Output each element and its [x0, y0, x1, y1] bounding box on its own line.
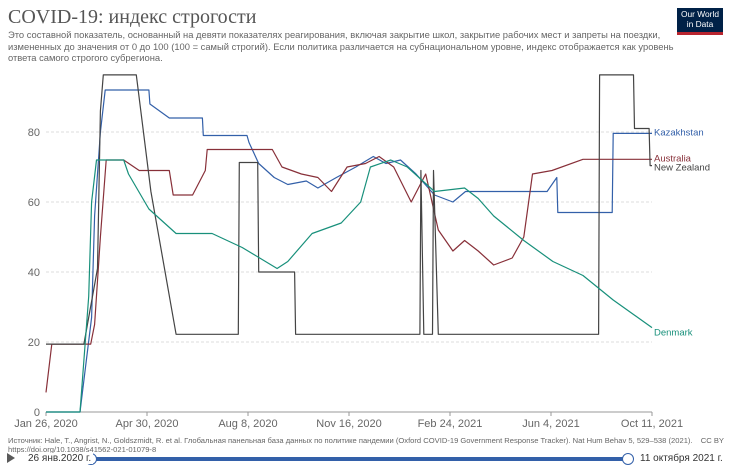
y-tick-label: 60: [28, 197, 40, 209]
chart-title: COVID-19: индекс строгости: [8, 6, 257, 28]
timeline-end-label: 11 октября 2021 г.: [640, 453, 723, 464]
series-line-denmark[interactable]: [46, 159, 653, 413]
source-text: Источник: Hale, T., Angrist, N., Goldszm…: [8, 436, 693, 454]
series-label-denmark[interactable]: Denmark: [654, 328, 693, 339]
series-line-australia[interactable]: [45, 148, 652, 393]
x-tick-label: Aug 8, 2020: [218, 418, 277, 430]
grid-lines: [46, 131, 652, 413]
timeline-end-handle[interactable]: [622, 453, 634, 465]
x-axis-ticks: Jan 26, 2020 Apr 30, 2020 Aug 8, 2020 Nov 1…: [14, 412, 683, 430]
series-label-kazakhstan[interactable]: Kazakhstan: [654, 127, 704, 138]
play-icon[interactable]: [7, 453, 15, 463]
x-tick-label: Jun 4, 2021: [522, 418, 580, 430]
series-label-australia[interactable]: Australia: [654, 153, 692, 164]
series-label-new-zealand[interactable]: New Zealand: [654, 163, 710, 174]
chart-subtitle: Это составной показатель, основанный на …: [8, 29, 674, 63]
license-text[interactable]: CC BY: [700, 436, 724, 445]
y-tick-label: 40: [28, 267, 40, 279]
series-line-kazakhstan[interactable]: [46, 89, 652, 413]
x-tick-label: Nov 16, 2020: [316, 418, 381, 430]
logo-line-2: in Data: [686, 18, 714, 29]
logo-line-1: Our World: [680, 9, 719, 19]
footer: Источник: Hale, T., Angrist, N., Goldszm…: [8, 436, 724, 454]
timeline-start-label: 26 янв.2020 г.: [26, 453, 94, 464]
y-tick-label: 0: [34, 407, 40, 419]
timeline-track[interactable]: [90, 457, 630, 461]
y-tick-label: 80: [28, 127, 40, 139]
x-tick-label: Apr 30, 2020: [116, 418, 179, 430]
y-axis-ticks: 0 20 40 60 80: [28, 127, 40, 419]
owid-logo[interactable]: Our World in Data: [677, 8, 723, 35]
y-tick-label: 20: [28, 337, 40, 349]
series-lines: [45, 74, 653, 413]
x-tick-label: Oct 11, 2021: [621, 418, 683, 430]
x-tick-label: Feb 24, 2021: [418, 418, 483, 430]
x-tick-label: Jan 26, 2020: [14, 418, 78, 430]
series-line-new-zealand[interactable]: [46, 74, 652, 345]
timeline-slider[interactable]: 26 янв.2020 г. 11 октября 2021 г.: [0, 449, 730, 467]
